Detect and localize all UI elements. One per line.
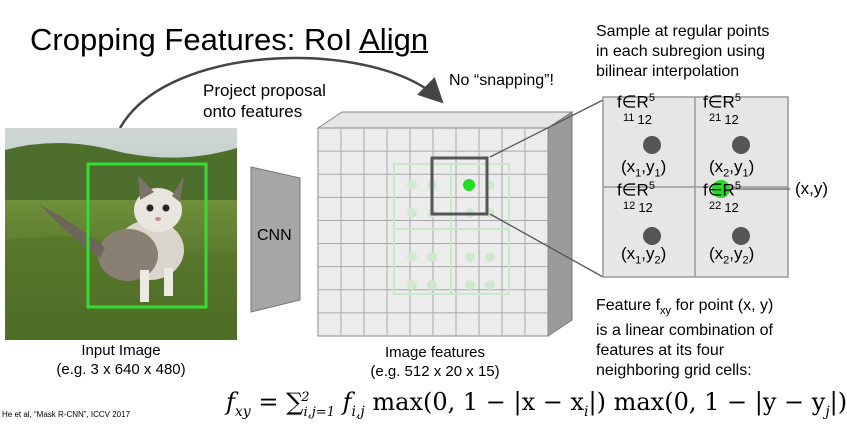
slide-title: Cropping Features: RoI Align bbox=[30, 22, 429, 57]
input-image bbox=[5, 128, 237, 340]
projection-arrow bbox=[118, 56, 444, 129]
formula: fxy = ∑2i,j=1 fi,j max(0, 1 − |x − xi|) … bbox=[226, 388, 847, 420]
label-f21: f∈R5 21 12 bbox=[703, 92, 741, 127]
grid-point-21 bbox=[732, 136, 750, 154]
xy-label: (x,y) bbox=[795, 179, 829, 198]
label-p11: (x1,y1) bbox=[621, 157, 667, 180]
grid-point-22 bbox=[732, 227, 750, 245]
feature-map bbox=[316, 111, 574, 337]
feature-description: Feature fxy for point (x, y) is a linear… bbox=[596, 297, 774, 380]
sample-point-green bbox=[463, 179, 475, 191]
label-p12: (x1,y2) bbox=[621, 244, 667, 267]
query-point-xy bbox=[712, 180, 730, 198]
cnn-label: CNN bbox=[257, 227, 292, 244]
project-label: Project proposal onto features bbox=[203, 81, 326, 121]
highlighted-cell bbox=[430, 156, 489, 216]
citation: He et al, “Mask R-CNN”, ICCV 2017 bbox=[2, 410, 131, 419]
label-p21: (x2,y1) bbox=[709, 157, 755, 180]
features-caption: Image features (e.g. 512 x 20 x 15) bbox=[370, 344, 500, 380]
label-f12: f∈R5 12 12 bbox=[617, 180, 655, 215]
title-underlined-word: Align bbox=[359, 22, 429, 57]
label-f11: f∈R5 11 12 bbox=[617, 92, 655, 127]
cnn-block bbox=[250, 166, 301, 313]
proposal-box bbox=[86, 162, 208, 309]
label-f22: f∈R5 22 12 bbox=[703, 180, 741, 215]
label-p22: (x2,y2) bbox=[709, 244, 755, 267]
zoomed-grid bbox=[602, 96, 790, 278]
no-snapping-label: No “snapping”! bbox=[449, 72, 554, 89]
grid-point-12 bbox=[643, 227, 661, 245]
input-image-caption: Input Image (e.g. 3 x 640 x 480) bbox=[56, 342, 186, 378]
grid-point-11 bbox=[643, 136, 661, 154]
sample-description: Sample at regular points in each subregi… bbox=[596, 23, 770, 80]
